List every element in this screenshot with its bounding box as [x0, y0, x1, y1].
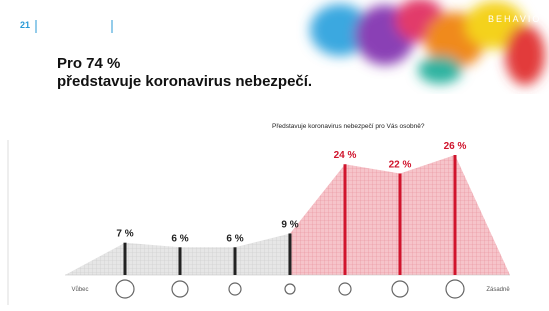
slide: BEHAVIO 21 Pro 74 %představuje koronavir…: [0, 0, 549, 311]
scale-option: [116, 280, 134, 298]
value-label: 6 %: [171, 233, 188, 244]
question: Představuje koronavirus nebezpečí pro Vá…: [272, 123, 425, 130]
scale-option: [446, 280, 464, 298]
scale-end: Zásadně: [486, 287, 510, 293]
page-number: 21: [20, 20, 30, 30]
value-label: 9 %: [281, 219, 298, 230]
value-label: 26 %: [444, 141, 467, 152]
page: BEHAVIO 21 Pro 74 %představuje koronavir…: [0, 0, 549, 311]
scale-start: Vůbec: [71, 286, 88, 293]
scale-option: [392, 281, 408, 297]
brand: BEHAVIO: [488, 14, 541, 24]
scale-option: [229, 283, 241, 295]
value-label: 24 %: [334, 150, 357, 161]
scale-option: [339, 283, 351, 295]
value-label: 6 %: [226, 233, 243, 244]
value-label: 22 %: [389, 159, 412, 170]
scale-option: [285, 284, 295, 294]
value-label: 7 %: [116, 229, 133, 240]
scale-option: [172, 281, 188, 297]
